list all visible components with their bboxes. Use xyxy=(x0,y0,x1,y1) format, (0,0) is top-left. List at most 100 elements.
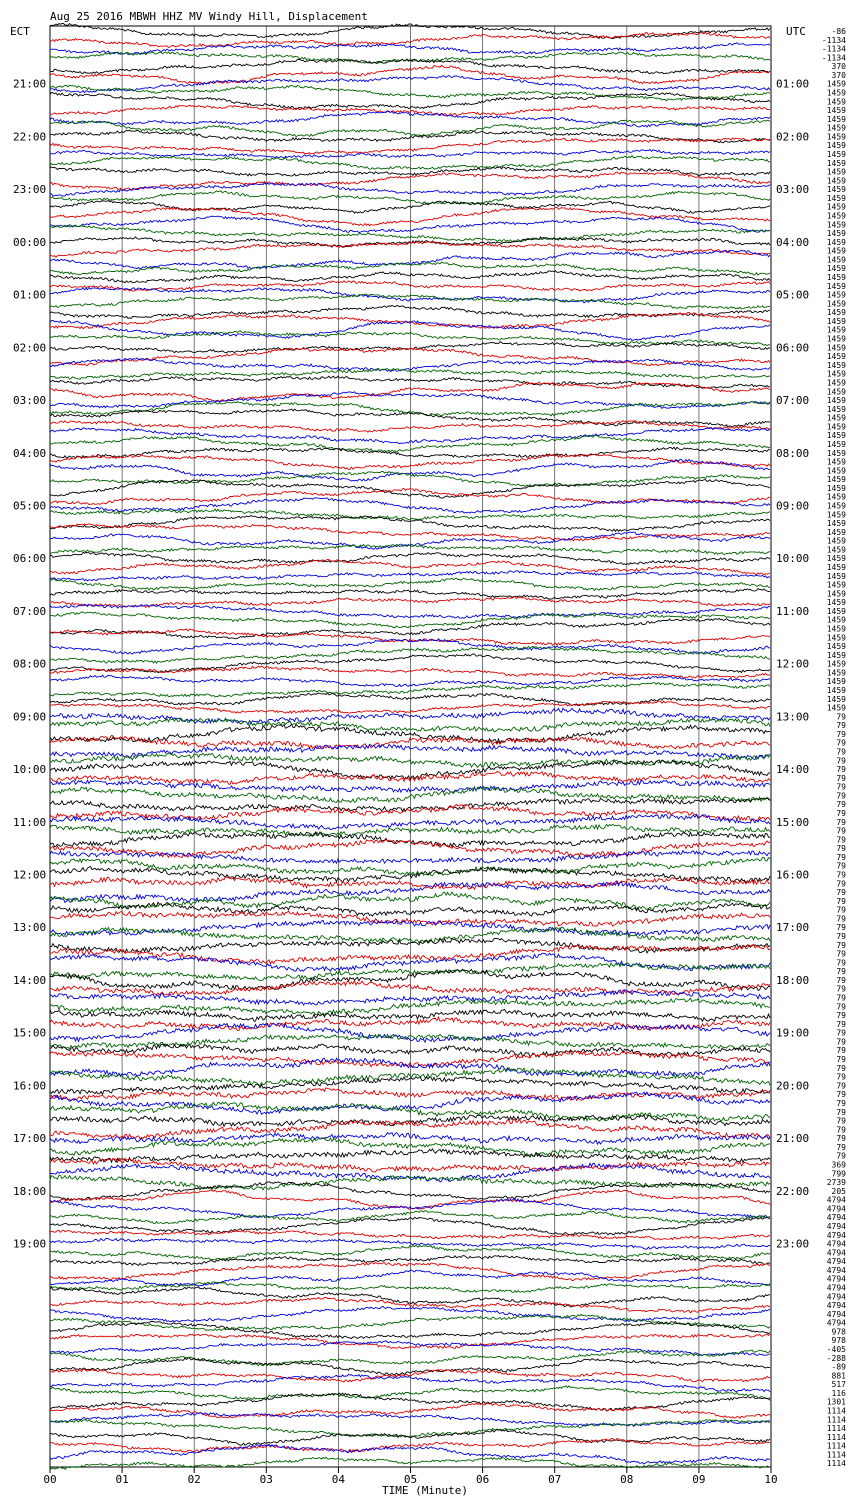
seismic-trace xyxy=(49,961,771,981)
seismic-trace xyxy=(49,1340,771,1357)
seismic-trace xyxy=(49,319,771,341)
ect-hour-label: 23:00 xyxy=(13,183,46,196)
seismic-trace xyxy=(49,952,771,972)
seismic-trace xyxy=(49,823,771,838)
seismic-trace xyxy=(49,880,771,904)
row-scale-label: 1459 xyxy=(827,484,846,493)
row-scale-label: 79 xyxy=(836,1081,846,1090)
seismic-trace xyxy=(49,803,771,822)
seismic-trace xyxy=(49,74,771,94)
seismic-trace xyxy=(49,224,771,243)
row-scale-label: 4794 xyxy=(827,1266,846,1275)
seismic-trace xyxy=(49,1281,771,1293)
row-scale-label: 1459 xyxy=(827,554,846,563)
utc-hour-label: 10:00 xyxy=(776,552,809,565)
row-scale-label: 978 xyxy=(832,1327,847,1336)
row-scale-label: 1459 xyxy=(827,668,846,677)
seismic-trace xyxy=(49,1412,771,1428)
seismic-trace xyxy=(49,752,771,769)
row-scale-label: 79 xyxy=(836,774,846,783)
seismic-trace xyxy=(49,286,771,304)
row-scale-label: 1459 xyxy=(827,115,846,124)
seismic-trace xyxy=(49,692,771,707)
row-scale-label: 79 xyxy=(836,1046,846,1055)
seismic-trace xyxy=(49,1157,771,1173)
row-scale-label: 369 xyxy=(832,1160,847,1169)
row-scale-label: 1459 xyxy=(827,589,846,598)
utc-hour-label: 08:00 xyxy=(776,447,809,460)
row-scale-label: 79 xyxy=(836,1055,846,1064)
seismic-trace xyxy=(49,497,771,514)
row-scale-label: 79 xyxy=(836,967,846,976)
seismic-trace xyxy=(49,891,771,911)
seismic-trace xyxy=(49,637,771,655)
seismic-trace xyxy=(49,1261,771,1281)
seismic-trace xyxy=(50,1320,771,1340)
seismic-trace xyxy=(49,734,771,750)
row-scale-label: 1459 xyxy=(827,440,846,449)
seismic-trace xyxy=(49,330,771,347)
row-scale-label: 79 xyxy=(836,950,846,959)
row-scale-label: 79 xyxy=(836,976,846,985)
row-scale-label: 1459 xyxy=(827,581,846,590)
seismic-trace xyxy=(49,1349,771,1367)
ect-hour-label: 08:00 xyxy=(13,658,46,671)
row-scale-label: 1459 xyxy=(827,212,846,221)
seismic-trace xyxy=(49,1198,771,1219)
ect-hour-labels: 21:00 22:00 23:00 00:00 01:00 02:00 03:00 04:00… xyxy=(13,78,46,1251)
row-scale-label: 1459 xyxy=(827,607,846,616)
seismic-trace xyxy=(49,1254,771,1267)
utc-hour-label: 12:00 xyxy=(776,658,809,671)
seismic-trace xyxy=(49,1118,771,1140)
row-scale-label: 1459 xyxy=(827,651,846,660)
row-scale-label: 79 xyxy=(836,862,846,871)
row-scale-label: 1459 xyxy=(827,361,846,370)
seismic-trace xyxy=(49,1286,771,1308)
row-scale-label: 79 xyxy=(836,756,846,765)
row-scale-label: 1459 xyxy=(827,370,846,379)
seismic-trace xyxy=(49,1313,771,1332)
seismic-trace xyxy=(49,261,771,276)
utc-hour-label: 01:00 xyxy=(776,78,809,91)
seismic-trace xyxy=(49,759,771,781)
x-tick-label: 08 xyxy=(620,1473,633,1486)
row-scale-label: 1459 xyxy=(827,273,846,282)
ect-hour-label: 12:00 xyxy=(13,869,46,882)
seismic-trace xyxy=(49,400,771,417)
seismic-trace xyxy=(49,797,771,813)
row-scale-label: 79 xyxy=(836,1011,846,1020)
seismic-trace xyxy=(49,1306,771,1323)
row-scale-label: 4794 xyxy=(827,1275,846,1284)
row-scale-label: 79 xyxy=(836,1029,846,1038)
row-scale-label: 1459 xyxy=(827,493,846,502)
ect-hour-label: 01:00 xyxy=(13,289,46,302)
row-scale-label: 1459 xyxy=(827,545,846,554)
row-scale-label: 1459 xyxy=(827,466,846,475)
seismic-trace xyxy=(49,979,771,996)
utc-hour-label: 16:00 xyxy=(776,869,809,882)
seismic-trace xyxy=(49,104,771,117)
row-scale-label: 1459 xyxy=(827,238,846,247)
seismic-trace xyxy=(49,1131,771,1146)
row-scale-label: 79 xyxy=(836,923,846,932)
ect-hour-label: 18:00 xyxy=(13,1185,46,1198)
seismic-trace xyxy=(49,1181,771,1202)
row-scale-label: 1114 xyxy=(827,1450,846,1459)
row-scale-label: 517 xyxy=(832,1380,847,1389)
row-scale-label: 79 xyxy=(836,1099,846,1108)
seismic-trace xyxy=(49,786,771,804)
row-scale-label: 79 xyxy=(836,800,846,809)
row-scale-label: 79 xyxy=(836,1002,846,1011)
utc-hour-label: 02:00 xyxy=(776,130,809,143)
row-scale-label: 1459 xyxy=(827,378,846,387)
row-scale-label: 1459 xyxy=(827,704,846,713)
row-scale-label: 1459 xyxy=(827,291,846,300)
ect-hour-label: 22:00 xyxy=(13,130,46,143)
seismic-trace xyxy=(49,1148,771,1164)
row-scale-label: 1459 xyxy=(827,264,846,273)
seismic-trace xyxy=(49,1216,771,1236)
seismic-trace xyxy=(49,1438,771,1453)
utc-hour-label: 03:00 xyxy=(776,183,809,196)
row-scale-label: 79 xyxy=(836,730,846,739)
